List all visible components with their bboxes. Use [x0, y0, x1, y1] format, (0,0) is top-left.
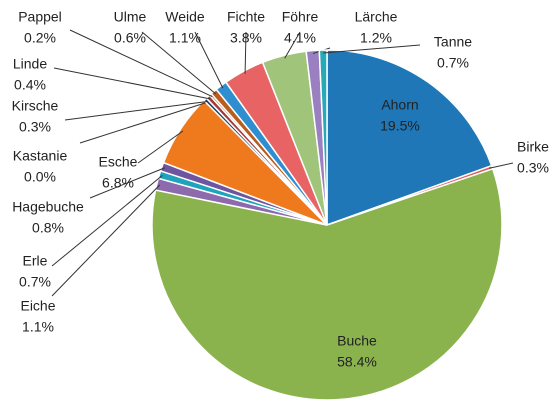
slice-value-label: 58.4%: [337, 354, 377, 370]
slice-value-label: 0.4%: [14, 77, 46, 93]
slice-value-label: 1.2%: [360, 30, 392, 46]
slice-label: Esche: [99, 154, 138, 170]
slice-value-label: 0.0%: [24, 169, 56, 185]
slice-label: Fichte: [227, 9, 265, 25]
leader-line: [194, 31, 224, 89]
slice-label: Pappel: [18, 9, 62, 25]
pie-slice: [318, 49, 328, 226]
leader-line: [284, 31, 301, 59]
slice-label: Linde: [13, 56, 47, 72]
slice-label: Birke: [517, 139, 549, 155]
slice-value-label: 4.1%: [284, 30, 316, 46]
slice-value-label: 0.7%: [437, 55, 469, 71]
leader-line: [489, 162, 514, 169]
leader-line: [244, 31, 247, 74]
slice-label: Buche: [337, 333, 377, 349]
slice-label: Hagebuche: [12, 199, 84, 215]
slice-label: Lärche: [355, 9, 398, 25]
slice-label: Ahorn: [381, 97, 418, 113]
leader-line: [137, 130, 184, 164]
leader-line: [141, 31, 217, 95]
slice-value-label: 0.6%: [114, 30, 146, 46]
slice-label: Föhre: [282, 9, 319, 25]
slice-value-label: 0.8%: [32, 220, 64, 236]
leader-line: [323, 44, 421, 54]
slice-value-label: 3.8%: [230, 30, 262, 46]
slice-value-label: 0.3%: [19, 119, 51, 135]
slice-label: Tanne: [434, 34, 472, 50]
leader-line: [53, 67, 211, 100]
leader-line: [64, 100, 208, 121]
slice-value-label: 1.1%: [169, 30, 201, 46]
slice-label: Eiche: [20, 298, 55, 314]
slice-label: Kirsche: [12, 98, 59, 114]
leader-line: [69, 29, 213, 98]
slice-label: Ulme: [114, 9, 147, 25]
slice-label: Erle: [23, 253, 48, 269]
slice-value-label: 1.1%: [22, 319, 54, 335]
slice-value-label: 0.7%: [19, 274, 51, 290]
leader-line: [51, 184, 161, 297]
leader-line: [89, 167, 165, 199]
leader-line: [79, 102, 207, 144]
slice-label: Weide: [165, 9, 205, 25]
slice-value-label: 19.5%: [380, 118, 420, 134]
slice-value-label: 0.2%: [24, 30, 56, 46]
leader-line: [51, 175, 163, 267]
slice-value-label: 0.3%: [517, 160, 549, 176]
slice-label: Kastanie: [13, 148, 68, 164]
slice-value-label: 6.8%: [102, 175, 134, 191]
